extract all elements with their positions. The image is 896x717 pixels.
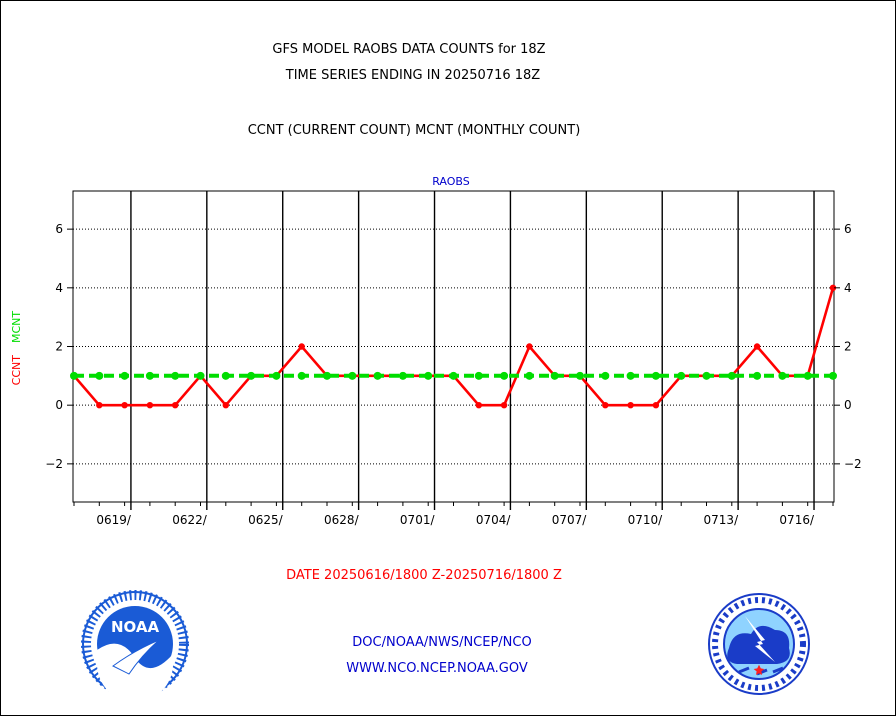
data-point-mcnt xyxy=(221,371,230,380)
data-point-ccnt xyxy=(222,401,229,409)
data-point-mcnt xyxy=(70,371,78,380)
data-point-mcnt xyxy=(702,371,711,380)
data-point-mcnt xyxy=(500,371,509,380)
footer-website[interactable]: WWW.NCO.NCEP.NOAA.GOV xyxy=(346,661,528,676)
data-point-mcnt xyxy=(247,371,256,380)
data-point-ccnt xyxy=(96,401,103,409)
data-point-mcnt xyxy=(778,371,787,380)
panel-label: RAOBS xyxy=(432,175,470,188)
series-layer xyxy=(70,284,837,409)
data-point-ccnt xyxy=(298,343,305,350)
x-tick-label: 0628/ xyxy=(324,513,360,527)
data-point-mcnt xyxy=(424,371,433,380)
data-point-mcnt xyxy=(196,371,205,380)
grid-layer xyxy=(73,191,834,502)
data-point-ccnt xyxy=(652,401,660,409)
y-tick-label-left: −2 xyxy=(45,457,63,471)
data-point-mcnt xyxy=(95,371,104,380)
x-tick-label: 0704/ xyxy=(476,513,512,527)
axis-layer: −2 −2 0 0 2 2 4 4 6 6 0619/0622/0625/0628/0701/070… xyxy=(45,222,861,527)
x-tick-label: 0619/ xyxy=(96,513,132,527)
x-tick-label: 0622/ xyxy=(172,513,208,527)
data-point-ccnt xyxy=(829,284,837,292)
data-point-mcnt xyxy=(576,371,584,380)
x-tick-label: 0716/ xyxy=(779,513,815,527)
data-point-mcnt xyxy=(727,371,736,380)
y-axis-label-mcnt: MCNT xyxy=(10,311,23,343)
series-legend-text: CCNT (CURRENT COUNT) MCNT (MONTHLY COUNT… xyxy=(248,123,581,138)
x-tick-label: 0707/ xyxy=(552,513,588,527)
y-tick-label-right: 6 xyxy=(844,222,852,236)
data-point-ccnt xyxy=(753,343,761,350)
x-tick-label: 0701/ xyxy=(400,513,436,527)
data-point-mcnt xyxy=(474,371,483,380)
data-point-ccnt xyxy=(172,401,179,409)
chart-title: GFS MODEL RAOBS DATA COUNTS for 18Z xyxy=(272,42,545,57)
y-tick-label-left: 4 xyxy=(55,281,63,295)
data-point-mcnt xyxy=(803,371,812,380)
data-point-mcnt xyxy=(651,371,660,380)
data-point-mcnt xyxy=(323,371,331,380)
y-tick-label-left: 6 xyxy=(55,222,63,236)
data-point-mcnt xyxy=(449,371,458,380)
noaa-logo-icon: NOAA xyxy=(81,590,189,702)
data-point-mcnt xyxy=(829,371,837,380)
data-point-ccnt xyxy=(475,401,482,409)
data-point-mcnt xyxy=(171,371,180,380)
y-tick-label-right: 2 xyxy=(844,340,852,354)
nws-logo-icon xyxy=(708,593,810,695)
x-tick-label: 0625/ xyxy=(248,513,284,527)
data-point-ccnt xyxy=(627,401,634,409)
y-tick-label-right: 0 xyxy=(844,398,852,412)
data-point-mcnt xyxy=(626,371,635,380)
data-point-mcnt xyxy=(550,371,559,380)
data-point-mcnt xyxy=(145,371,154,380)
data-point-mcnt xyxy=(272,371,281,380)
data-point-mcnt xyxy=(398,371,407,380)
data-point-mcnt xyxy=(525,371,534,380)
y-tick-label-right: −2 xyxy=(844,457,862,471)
noaa-logo-text: NOAA xyxy=(111,618,160,636)
y-tick-label-left: 2 xyxy=(55,340,63,354)
data-point-ccnt xyxy=(146,401,154,409)
data-point-mcnt xyxy=(297,371,306,380)
footer-agency: DOC/NOAA/NWS/NCEP/NCO xyxy=(352,635,531,650)
x-tick-label: 0713/ xyxy=(704,513,740,527)
data-point-mcnt xyxy=(120,371,129,380)
y-tick-label-left: 0 xyxy=(55,398,63,412)
data-point-ccnt xyxy=(602,401,609,409)
chart-subtitle: TIME SERIES ENDING IN 20250716 18Z xyxy=(285,68,541,83)
y-axis-label-ccnt: CCNT xyxy=(10,355,23,386)
x-tick-label: 0710/ xyxy=(628,513,664,527)
y-tick-label-right: 4 xyxy=(844,281,852,295)
data-point-mcnt xyxy=(677,371,686,380)
data-point-mcnt xyxy=(348,371,357,380)
data-point-ccnt xyxy=(526,343,533,350)
data-point-mcnt xyxy=(601,371,610,380)
data-point-ccnt xyxy=(500,401,508,409)
data-point-mcnt xyxy=(753,371,762,380)
date-range-label: DATE 20250616/1800 Z-20250716/1800 Z xyxy=(286,568,562,583)
data-point-ccnt xyxy=(121,401,128,409)
data-point-mcnt xyxy=(373,371,382,380)
